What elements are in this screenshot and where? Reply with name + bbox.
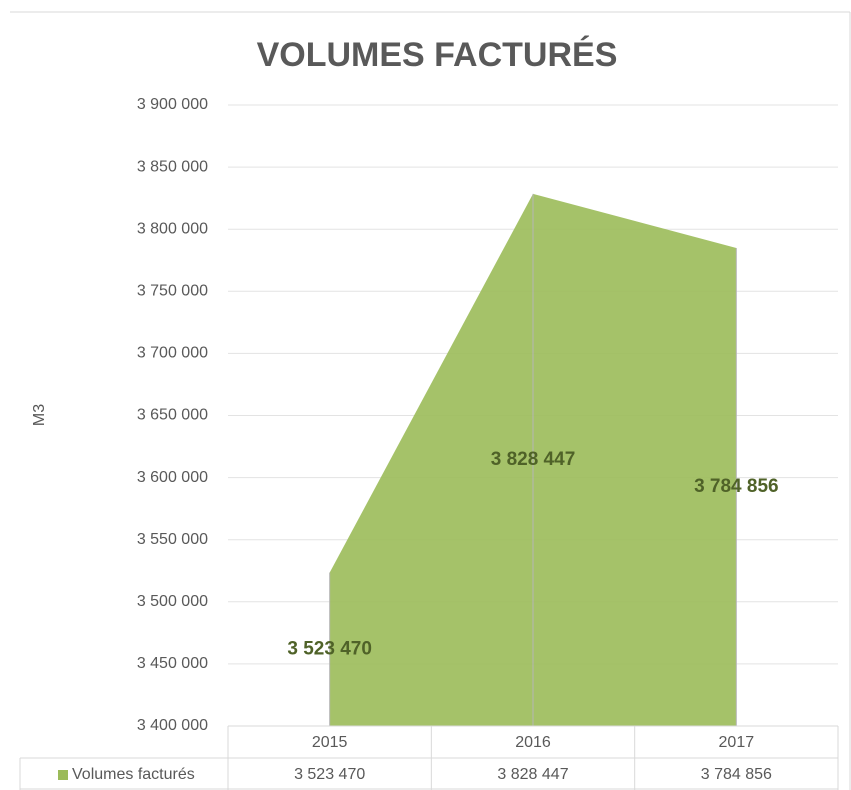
y-tick-label: 3 650 000: [137, 407, 208, 424]
y-tick-label: 3 750 000: [137, 283, 208, 300]
y-tick-label: 3 850 000: [137, 158, 208, 175]
legend-key: [58, 770, 68, 780]
y-tick-label: 3 550 000: [137, 531, 208, 548]
table-value: 3 784 856: [701, 766, 772, 783]
data-label: 3 784 856: [694, 476, 779, 497]
y-tick-label: 3 450 000: [137, 655, 208, 672]
y-tick-label: 3 800 000: [137, 220, 208, 237]
y-tick-label: 3 400 000: [137, 717, 208, 734]
y-tick-label: 3 600 000: [137, 469, 208, 486]
x-tick-label: 2015: [312, 734, 348, 751]
data-label: 3 523 470: [287, 638, 372, 659]
chart-title: VOLUMES FACTURÉS: [257, 36, 618, 74]
table-value: 3 828 447: [497, 766, 568, 783]
y-tick-label: 3 500 000: [137, 593, 208, 610]
x-tick-label: 2017: [719, 734, 755, 751]
table-value: 3 523 470: [294, 766, 365, 783]
y-tick-label: 3 900 000: [137, 96, 208, 113]
x-tick-label: 2016: [515, 734, 551, 751]
y-tick-label: 3 700 000: [137, 345, 208, 362]
legend-label: Volumes facturés: [72, 766, 195, 783]
data-label: 3 828 447: [491, 449, 576, 470]
y-axis-label: M3: [31, 404, 48, 426]
